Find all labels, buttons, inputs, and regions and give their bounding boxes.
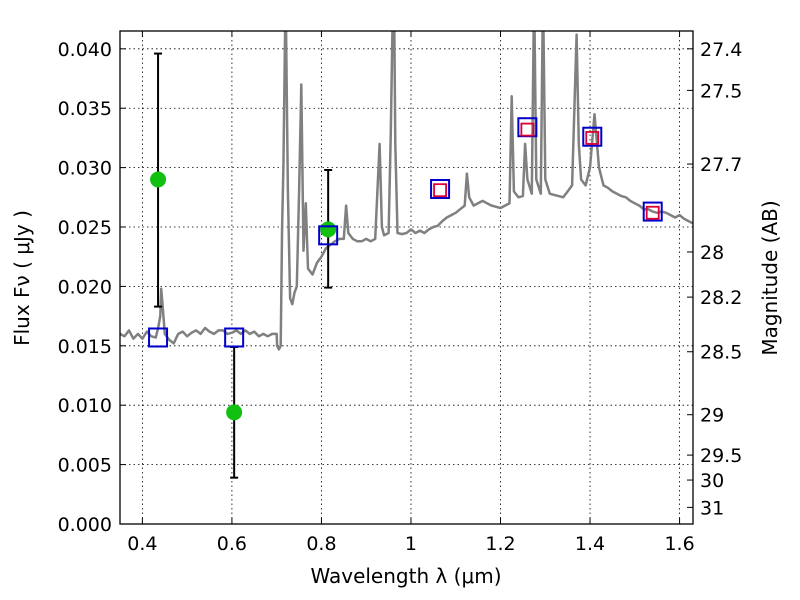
plot-frame [119,30,694,525]
model-flux-square [642,201,663,222]
model-flux-square [148,327,169,348]
right-tick-label: 27.7 [700,154,742,176]
x-tick-label: 0.4 [127,533,157,555]
model-flux-inner-square [433,183,447,198]
model-flux-inner-square [585,131,600,145]
photometry-point [226,404,243,421]
right-tick-label: 31 [700,497,724,519]
spectrum-line [120,31,693,351]
right-tick-label: 29.5 [700,445,742,467]
model-flux-square [430,178,451,199]
model-flux-square [318,225,339,246]
model-flux-inner-square [520,122,535,137]
model-flux-square [224,327,245,348]
y-tick-label: 0.030 [58,158,112,180]
x-tick-label: 1.4 [575,533,605,555]
y-tick-label: 0.035 [58,98,112,120]
plot-background [120,31,693,524]
y-tick-label: 0.025 [58,217,112,239]
y-axis-title: Flux Fν ( μJy ) [10,210,34,346]
y-tick-label: 0.005 [58,455,112,477]
y-tick-label: 0.000 [58,514,112,536]
right-tick-label: 30 [700,470,724,492]
right-tick-label: 28.5 [700,342,742,364]
photometry-point [150,171,167,188]
x-tick-label: 1.2 [485,533,515,555]
right-tick-label: 28 [700,242,724,264]
y-tick-label: 0.010 [58,395,112,417]
x-tick-label: 1 [405,533,417,555]
y-tick-label: 0.015 [58,336,112,358]
model-flux-inner-square [645,205,660,220]
right-tick-label: 28.2 [700,287,742,309]
x-axis-title: Wavelength λ (μm) [310,564,501,588]
right-tick-label: 29 [700,405,724,427]
x-tick-label: 0.8 [306,533,336,555]
y-tick-label: 0.020 [58,276,112,298]
photometry-point [320,221,337,238]
y-tick-label: 0.040 [58,39,112,61]
right-axis-title: Magnitude (AB) [758,200,782,355]
x-tick-label: 0.6 [217,533,247,555]
right-tick-label: 27.4 [700,39,742,61]
axis-ticks: 0.4 0.6 0.8 1 1.2 1.4 1.6 0.000 0.005 0.010 0.015 0… [58,31,742,555]
x-tick-label: 1.6 [664,533,694,555]
data-marks [120,31,693,479]
right-tick-label: 27.5 [700,80,742,102]
model-flux-square [582,126,603,147]
